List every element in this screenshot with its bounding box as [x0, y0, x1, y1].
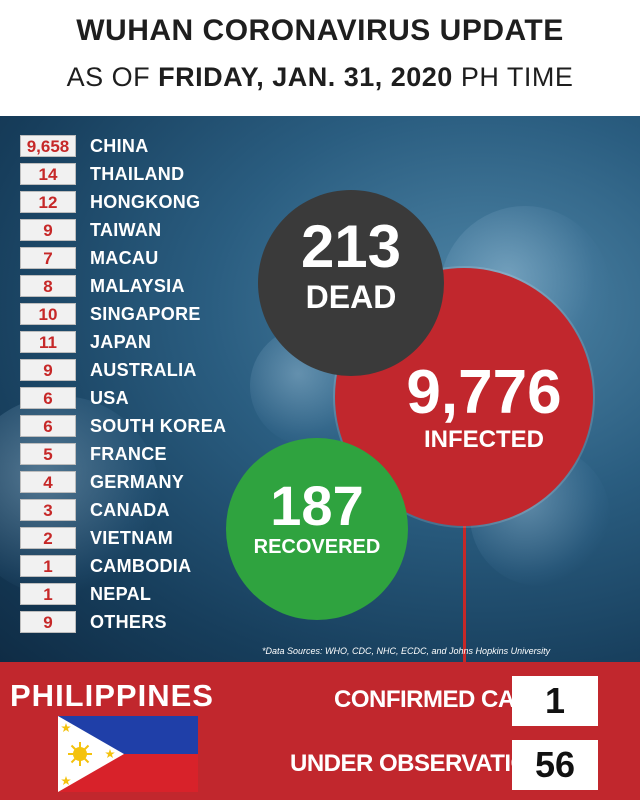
philippines-panel: PHILIPPINES CONFIRMED CASE 1 UNDER OBSER…	[0, 662, 640, 800]
case-count: 2	[20, 527, 76, 549]
dead-label: DEAD	[305, 279, 397, 315]
subtitle-prefix: AS OF	[66, 62, 151, 92]
list-item: 9 AUSTRALIA	[20, 356, 250, 384]
recovered-circle: 187 RECOVERED	[226, 438, 408, 620]
case-count: 9,658	[20, 135, 76, 157]
list-item: 7 MACAU	[20, 244, 250, 272]
case-count: 11	[20, 331, 76, 353]
recovered-count: 187	[270, 474, 364, 537]
country-name: MACAU	[90, 248, 159, 268]
page-subtitle: AS OF FRIDAY, JAN. 31, 2020 PH TIME	[0, 62, 640, 93]
infected-pin-stem	[463, 520, 466, 662]
country-name: NEPAL	[90, 584, 152, 604]
country-name: USA	[90, 388, 129, 408]
confirmed-case-label: CONFIRMED CASE	[334, 686, 546, 713]
page-title: WUHAN CORONAVIRUS UPDATE	[76, 14, 564, 47]
data-sources-note: *Data Sources: WHO, CDC, NHC, ECDC, and …	[262, 646, 551, 656]
header: WUHAN CORONAVIRUS UPDATE AS OF FRIDAY, J…	[0, 0, 640, 116]
case-count: 7	[20, 247, 76, 269]
list-item: 2 VIETNAM	[20, 524, 250, 552]
list-item: 9,658 CHINA	[20, 132, 250, 160]
list-item: 5 FRANCE	[20, 440, 250, 468]
subtitle-date: FRIDAY, JAN. 31, 2020	[158, 62, 453, 92]
list-item: 3 CANADA	[20, 496, 250, 524]
country-name: CAMBODIA	[90, 556, 192, 576]
case-count: 6	[20, 387, 76, 409]
under-observation-label: UNDER OBSERVATION	[290, 750, 546, 777]
case-count: 1	[20, 583, 76, 605]
country-name: OTHERS	[90, 612, 167, 632]
case-count: 3	[20, 499, 76, 521]
infected-count: 9,776	[406, 358, 562, 427]
case-count: 1	[20, 555, 76, 577]
confirmed-case-value: 1	[512, 676, 598, 726]
country-name: THAILAND	[90, 164, 185, 184]
list-item: 6 USA	[20, 384, 250, 412]
case-count: 8	[20, 275, 76, 297]
country-name: SINGAPORE	[90, 304, 201, 324]
list-item: 12 HONGKONG	[20, 188, 250, 216]
list-item: 9 TAIWAN	[20, 216, 250, 244]
philippines-title: PHILIPPINES	[10, 678, 214, 713]
subtitle-suffix: PH TIME	[460, 62, 574, 92]
case-count: 6	[20, 415, 76, 437]
country-name: MALAYSIA	[90, 276, 185, 296]
recovered-label: RECOVERED	[253, 536, 381, 558]
country-name: FRANCE	[90, 444, 167, 464]
case-count: 4	[20, 471, 76, 493]
list-item: 11 JAPAN	[20, 328, 250, 356]
country-name: CANADA	[90, 500, 170, 520]
philippine-flag-icon	[58, 716, 198, 792]
list-item: 4 GERMANY	[20, 468, 250, 496]
country-name: AUSTRALIA	[90, 360, 197, 380]
country-name: JAPAN	[90, 332, 152, 352]
case-count: 14	[20, 163, 76, 185]
country-name: TAIWAN	[90, 220, 162, 240]
infected-label: INFECTED	[424, 426, 544, 453]
dead-count: 213	[300, 213, 402, 280]
case-count: 12	[20, 191, 76, 213]
country-name: SOUTH KOREA	[90, 416, 227, 436]
country-name: CHINA	[90, 136, 149, 156]
case-count: 5	[20, 443, 76, 465]
case-count: 9	[20, 611, 76, 633]
list-item: 10 SINGAPORE	[20, 300, 250, 328]
case-count: 9	[20, 219, 76, 241]
under-observation-value: 56	[512, 740, 598, 790]
list-item: 1 CAMBODIA	[20, 552, 250, 580]
list-item: 1 NEPAL	[20, 580, 250, 608]
list-item: 14 THAILAND	[20, 160, 250, 188]
case-count: 9	[20, 359, 76, 381]
list-item: 9 OTHERS	[20, 608, 250, 636]
country-name: VIETNAM	[90, 528, 174, 548]
country-list: 9,658 CHINA 14 THAILAND 12 HONGKONG 9 TAIWAN…	[20, 132, 250, 636]
dead-circle: 213 DEAD	[258, 190, 444, 376]
country-name: HONGKONG	[90, 192, 201, 212]
list-item: 8 MALAYSIA	[20, 272, 250, 300]
case-count: 10	[20, 303, 76, 325]
list-item: 6 SOUTH KOREA	[20, 412, 250, 440]
country-name: GERMANY	[90, 472, 185, 492]
